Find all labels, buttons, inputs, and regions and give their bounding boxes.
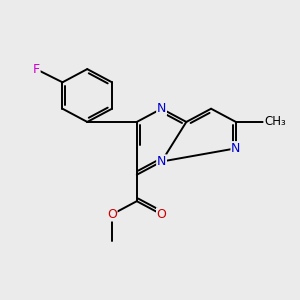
Text: O: O [157,208,166,221]
Text: N: N [231,142,241,155]
Text: N: N [157,102,166,115]
Text: CH₃: CH₃ [264,116,286,128]
Text: F: F [32,63,40,76]
Text: N: N [157,155,166,168]
Text: O: O [107,208,117,221]
